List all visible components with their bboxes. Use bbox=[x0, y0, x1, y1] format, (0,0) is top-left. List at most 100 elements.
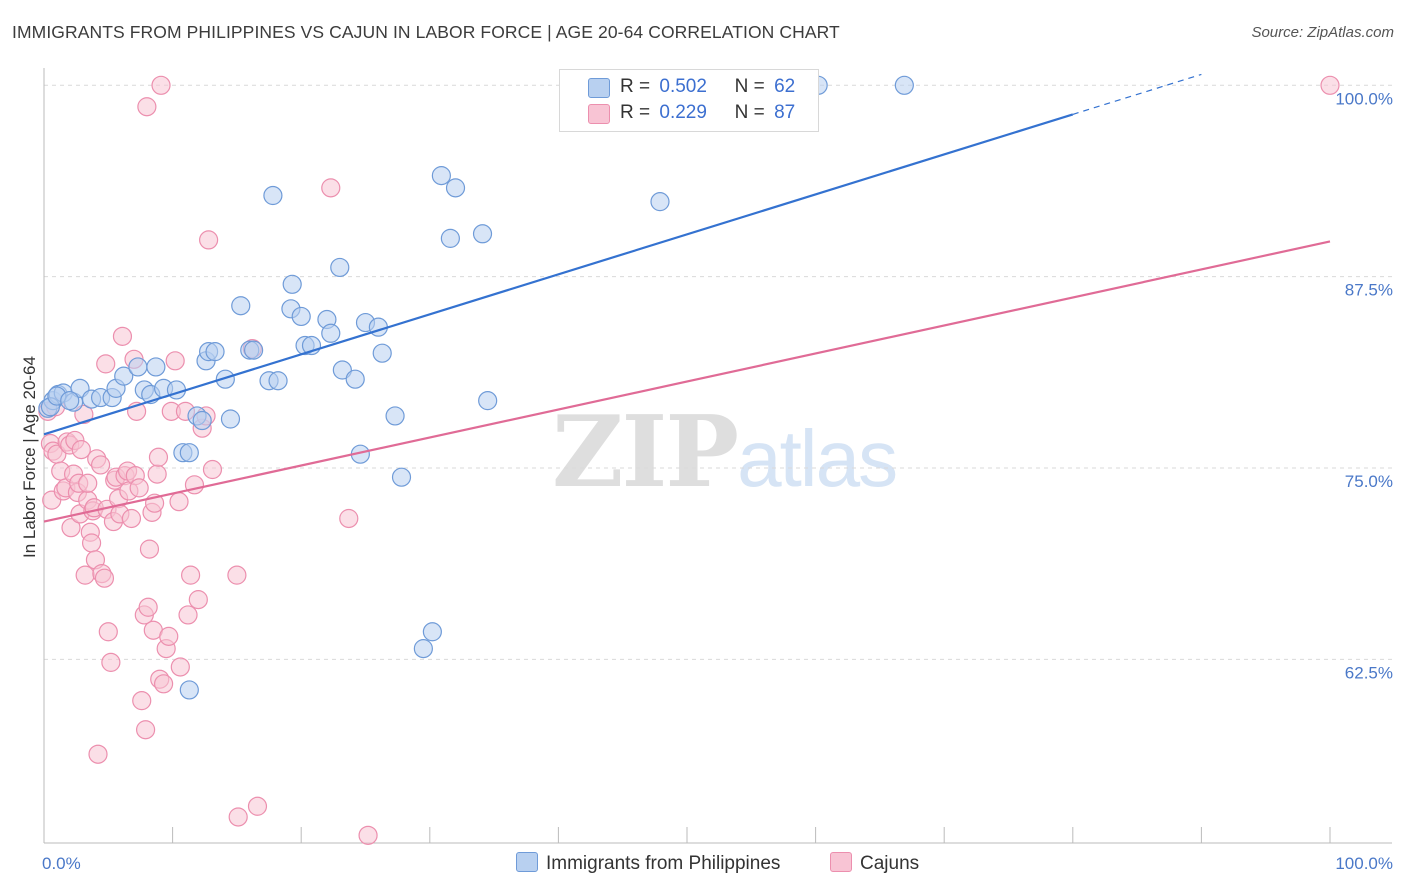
legend-r-value: 0.502 bbox=[659, 76, 707, 97]
y-tick-label: 100.0% bbox=[1335, 89, 1393, 108]
legend-swatch-blue bbox=[588, 78, 610, 98]
legend-n-label: N = bbox=[734, 102, 765, 123]
philippines-point bbox=[472, 224, 493, 244]
trend-lines bbox=[43, 73, 1331, 523]
cajuns-points bbox=[38, 75, 1340, 845]
cajuns-point bbox=[137, 97, 157, 117]
cajuns-point bbox=[61, 518, 81, 538]
philippines-point bbox=[205, 342, 225, 362]
cajuns-point bbox=[165, 351, 185, 371]
philippines-point bbox=[179, 443, 199, 463]
cajuns-point bbox=[159, 626, 179, 646]
philippines-point bbox=[330, 257, 350, 278]
philippines-point bbox=[215, 369, 235, 389]
philippines-point bbox=[128, 357, 148, 377]
philippines-point bbox=[282, 274, 302, 294]
legend-n-value: 62 bbox=[774, 76, 796, 97]
philippines-point bbox=[114, 366, 134, 386]
philippines-trend-extension bbox=[1072, 73, 1202, 115]
x-tick-label: 100.0% bbox=[1335, 854, 1393, 873]
cajuns-point bbox=[321, 178, 341, 198]
tick-labels: 62.5% 75.0% 87.5% 100.0% 0.0% 100.0% bbox=[42, 89, 1393, 873]
cajuns-point bbox=[358, 825, 378, 845]
cajuns-point bbox=[188, 590, 208, 610]
legend-n-label: N = bbox=[734, 76, 765, 97]
philippines-points bbox=[38, 75, 914, 700]
chart-title: IMMIGRANTS FROM PHILIPPINES VS CAJUN IN … bbox=[12, 22, 840, 42]
cajuns-point bbox=[101, 652, 121, 672]
philippines-point bbox=[179, 680, 199, 700]
philippines-point bbox=[445, 178, 466, 198]
y-tick-label: 62.5% bbox=[1345, 663, 1393, 682]
cajuns-point bbox=[228, 807, 248, 827]
cajuns-point bbox=[88, 744, 108, 764]
cajuns-point bbox=[202, 459, 223, 480]
philippines-point bbox=[220, 409, 241, 429]
cajuns-point bbox=[94, 568, 115, 588]
watermark-atlas: atlas bbox=[737, 414, 898, 503]
cajuns-point bbox=[178, 605, 198, 625]
philippines-point bbox=[372, 343, 392, 363]
axes bbox=[43, 68, 1392, 844]
cajuns-point bbox=[96, 354, 116, 374]
philippines-point bbox=[244, 340, 264, 360]
philippines-point bbox=[345, 369, 365, 389]
philippines-point bbox=[894, 75, 914, 95]
cajuns-point bbox=[81, 533, 102, 553]
philippines-trend-line bbox=[43, 113, 1074, 436]
philippines-point bbox=[478, 391, 498, 411]
philippines-point bbox=[146, 357, 166, 377]
philippines-point bbox=[385, 406, 405, 426]
cajuns-point bbox=[71, 440, 91, 460]
cajuns-point bbox=[199, 230, 219, 250]
philippines-point bbox=[368, 317, 388, 337]
cajuns-point bbox=[247, 796, 268, 816]
philippines-point bbox=[440, 228, 460, 248]
cajuns-point bbox=[121, 508, 142, 529]
source-credit: Source: ZipAtlas.com bbox=[1251, 24, 1394, 41]
cajuns-point bbox=[151, 75, 171, 95]
cajuns-point bbox=[181, 565, 201, 585]
cajuns-point bbox=[170, 657, 190, 677]
philippines-point bbox=[431, 166, 451, 186]
cajuns-point bbox=[148, 447, 169, 467]
bottom-legend-cajuns: Cajuns bbox=[830, 852, 919, 875]
watermark: ZIPatlas bbox=[552, 395, 898, 510]
philippines-point bbox=[231, 296, 251, 316]
bottom-legend-label: Cajuns bbox=[860, 853, 920, 874]
philippines-point bbox=[263, 185, 283, 206]
bottom-legend-swatch-pink bbox=[830, 852, 852, 872]
philippines-point bbox=[321, 323, 341, 343]
cajuns-point bbox=[339, 508, 359, 529]
legend-r-label: R = bbox=[620, 76, 651, 97]
cajuns-point bbox=[90, 455, 111, 475]
cajuns-trend-line bbox=[43, 240, 1331, 523]
philippines-point bbox=[650, 192, 670, 212]
philippines-point bbox=[291, 306, 311, 327]
correlation-legend: R = 0.502 N = 62 R = 0.229 N = 87 bbox=[559, 69, 819, 132]
y-tick-label: 75.0% bbox=[1345, 472, 1393, 491]
cajuns-point bbox=[78, 473, 98, 493]
philippines-point bbox=[422, 622, 442, 642]
cajuns-point bbox=[147, 464, 167, 484]
bottom-legend-philippines: Immigrants from Philippines bbox=[516, 852, 780, 875]
cajuns-point bbox=[98, 622, 118, 642]
cajuns-point bbox=[1320, 75, 1340, 95]
cajuns-point bbox=[74, 404, 94, 425]
cajuns-point bbox=[138, 597, 158, 617]
cajuns-point bbox=[139, 539, 160, 559]
cajuns-point bbox=[129, 478, 149, 498]
philippines-point bbox=[268, 371, 288, 391]
watermark-zip: ZIP bbox=[552, 395, 739, 510]
cajuns-point bbox=[227, 565, 247, 585]
y-tick-label: 87.5% bbox=[1345, 281, 1393, 300]
cajuns-point bbox=[75, 565, 95, 585]
bottom-legend-label: Immigrants from Philippines bbox=[546, 853, 781, 874]
cajuns-point bbox=[112, 326, 133, 346]
legend-swatch-pink bbox=[588, 104, 610, 124]
legend-n-value: 87 bbox=[774, 102, 796, 123]
x-tick-label: 0.0% bbox=[42, 854, 81, 873]
philippines-point bbox=[413, 639, 433, 659]
bottom-legend-swatch-blue bbox=[516, 852, 538, 872]
